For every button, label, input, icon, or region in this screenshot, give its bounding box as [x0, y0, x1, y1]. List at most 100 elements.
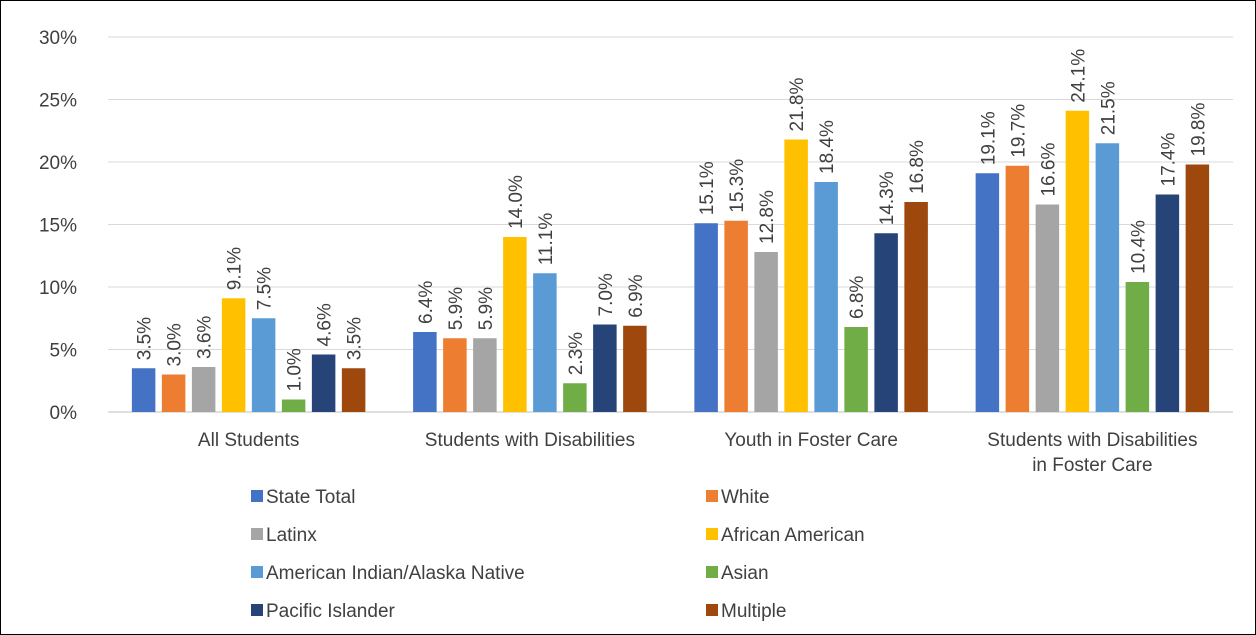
legend-item: African American — [706, 525, 865, 546]
data-label: 19.1% — [978, 111, 999, 165]
data-label: 5.9% — [476, 287, 497, 330]
legend-item: Multiple — [706, 601, 786, 622]
data-label: 9.1% — [225, 247, 246, 290]
bar — [191, 367, 216, 412]
bar — [563, 383, 587, 412]
legend-item: American Indian/Alaska Native — [251, 563, 525, 584]
bar — [623, 325, 647, 412]
bar — [503, 237, 527, 412]
data-label: 16.8% — [907, 140, 928, 194]
bar — [754, 252, 778, 412]
data-label: 1.0% — [285, 348, 306, 391]
bar — [281, 399, 306, 412]
legend-swatch — [251, 566, 263, 578]
bar — [1185, 164, 1210, 412]
data-label: 10.4% — [1128, 220, 1149, 274]
legend-swatch — [251, 528, 263, 540]
y-tick-label: 5% — [50, 341, 78, 362]
legend-swatch — [251, 604, 263, 616]
data-label: 3.0% — [165, 323, 186, 366]
bars — [131, 110, 1210, 412]
legend-label: Multiple — [721, 601, 786, 622]
legend-label: Pacific Islander — [266, 601, 396, 622]
bar — [844, 327, 868, 412]
data-label: 19.7% — [1008, 104, 1029, 158]
data-label: 11.1% — [536, 213, 557, 266]
legend-swatch — [706, 528, 718, 540]
data-label: 17.4% — [1158, 133, 1179, 187]
y-tick-label: 30% — [39, 28, 77, 49]
data-label: 5.9% — [446, 287, 467, 330]
legend-item: State Total — [251, 487, 355, 508]
bar — [533, 273, 557, 412]
legend-label: State Total — [266, 487, 355, 508]
data-label: 14.0% — [506, 175, 527, 229]
data-label: 7.5% — [255, 267, 276, 310]
legend-label: African American — [721, 525, 865, 546]
y-axis-ticks: 0% 5% 10% 15% 20% 25% 30% — [39, 28, 77, 424]
legend-item: White — [706, 487, 770, 508]
legend-label: American Indian/Alaska Native — [266, 563, 525, 584]
data-label: 12.8% — [757, 190, 778, 244]
data-label: 4.6% — [315, 303, 336, 346]
legend-label: Asian — [721, 563, 769, 584]
data-label: 16.6% — [1038, 143, 1059, 197]
bar — [161, 374, 186, 412]
y-tick-label: 10% — [39, 278, 77, 299]
bar — [1155, 194, 1180, 412]
bar — [975, 173, 1000, 412]
x-tick-label: All Students — [198, 430, 299, 451]
data-label: 3.5% — [135, 317, 156, 360]
legend-swatch — [706, 566, 718, 578]
legend-item: Asian — [706, 563, 769, 584]
bar — [221, 298, 246, 412]
legend-swatch — [706, 604, 718, 616]
data-label: 3.5% — [345, 317, 366, 360]
bar — [874, 233, 898, 412]
bar — [593, 324, 617, 412]
bar — [341, 368, 366, 412]
y-tick-label: 25% — [39, 91, 77, 112]
bar — [131, 368, 156, 412]
data-label: 6.8% — [847, 276, 868, 319]
bar — [473, 338, 497, 412]
bar — [784, 139, 808, 412]
bar — [311, 354, 336, 412]
legend-label: Latinx — [266, 525, 317, 546]
legend-swatch — [706, 490, 718, 502]
bar — [251, 318, 276, 412]
x-tick-label: in Foster Care — [1032, 455, 1152, 476]
y-tick-label: 20% — [39, 153, 77, 174]
bar — [1095, 143, 1120, 412]
x-tick-label: Students with Disabilities — [425, 430, 635, 451]
bar — [1035, 204, 1060, 412]
gridlines — [108, 36, 1233, 413]
data-label: 14.3% — [877, 171, 898, 225]
legend: State Total White Latinx African American Am… — [251, 487, 865, 622]
legend-label: White — [721, 487, 770, 508]
data-labels: 3.5% 3.0% 3.6% 9.1% 7.5% 1.0% 4.6% 3.5% 6.4% 5.9%… — [135, 49, 1210, 392]
data-label: 6.4% — [416, 281, 437, 324]
data-label: 19.8% — [1188, 103, 1209, 157]
x-axis-ticks: All Students Students with Disabilities Yo… — [198, 430, 1198, 476]
data-label: 21.5% — [1098, 81, 1119, 135]
data-label: 7.0% — [596, 273, 617, 316]
bar — [413, 332, 437, 412]
x-tick-label: Youth in Foster Care — [724, 430, 898, 451]
data-label: 3.6% — [195, 316, 216, 359]
y-tick-label: 0% — [50, 403, 78, 424]
data-label: 15.1% — [697, 161, 718, 215]
legend-swatch — [251, 490, 263, 502]
data-label: 24.1% — [1068, 49, 1089, 103]
bar — [1065, 110, 1090, 412]
legend-item: Latinx — [251, 525, 317, 546]
legend-item: Pacific Islander — [251, 601, 396, 622]
data-label: 6.9% — [626, 274, 647, 317]
bar — [814, 182, 838, 412]
bar — [1125, 282, 1150, 412]
bar — [1005, 165, 1030, 412]
data-label: 2.3% — [566, 332, 587, 375]
data-label: 21.8% — [787, 78, 808, 132]
